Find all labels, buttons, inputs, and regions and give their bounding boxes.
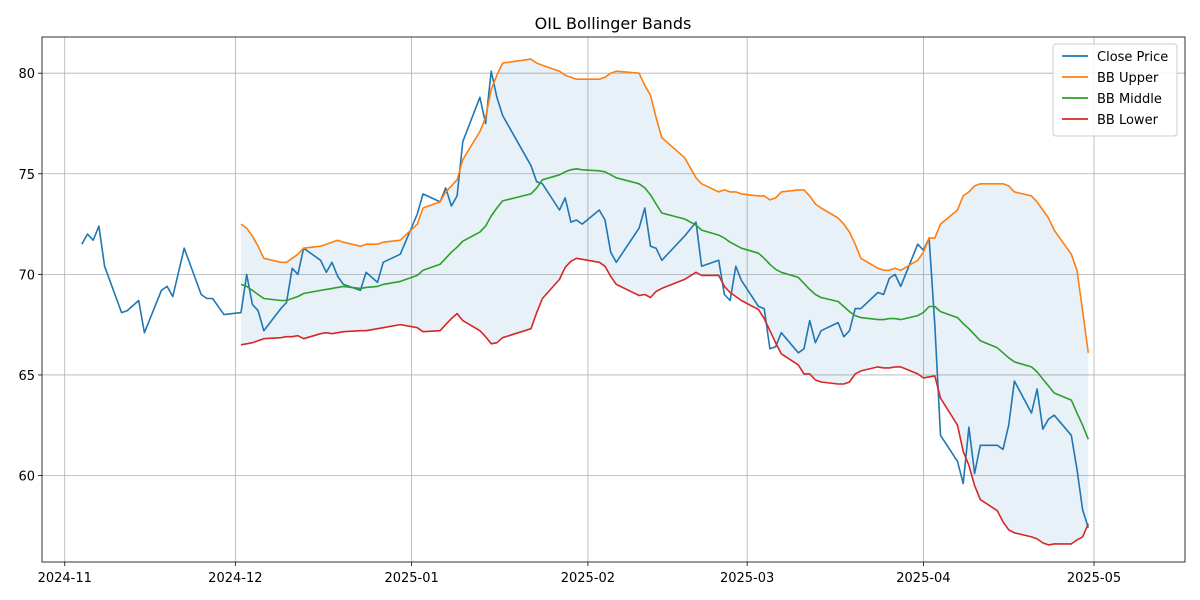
x-tick-label: 2025-03 <box>720 571 774 586</box>
bb-middle-line <box>240 168 1090 440</box>
y-axis: 60 65 70 75 80 <box>18 67 42 485</box>
x-tick-label: 2024-12 <box>208 571 262 586</box>
y-tick-label: 75 <box>18 168 35 183</box>
y-tick-label: 60 <box>18 470 35 485</box>
grid-lines <box>42 37 1185 562</box>
legend-label-bb-middle: BB Middle <box>1097 92 1162 107</box>
bollinger-band-fill <box>241 59 1089 545</box>
x-tick-label: 2025-04 <box>896 571 950 586</box>
chart-title: OIL Bollinger Bands <box>535 14 692 33</box>
y-tick-label: 70 <box>18 268 35 283</box>
bb-lower-line <box>240 257 1090 546</box>
y-tick-label: 65 <box>18 369 35 384</box>
band-area <box>241 59 1089 545</box>
x-tick-label: 2025-02 <box>561 571 615 586</box>
legend-box <box>1052 43 1178 137</box>
x-tick-label: 2025-01 <box>384 571 438 586</box>
x-tick-label: 2025-05 <box>1067 571 1121 586</box>
x-tick-label: 2024-11 <box>38 571 92 586</box>
plot-frame <box>41 36 1186 563</box>
bb-upper-line <box>240 58 1090 353</box>
legend-label-close-price: Close Price <box>1097 50 1168 65</box>
legend-label-bb-upper: BB Upper <box>1097 71 1159 86</box>
y-tick-label: 80 <box>18 67 35 82</box>
series-lines <box>81 58 1090 546</box>
x-axis: 2024-11 2024-12 2025-01 2025-02 2025-03 2025-… <box>38 562 1121 586</box>
close-price-line <box>81 70 1090 529</box>
legend-label-bb-lower: BB Lower <box>1097 113 1159 128</box>
legend: Close Price BB Upper BB Middle BB Lower <box>1052 43 1178 137</box>
